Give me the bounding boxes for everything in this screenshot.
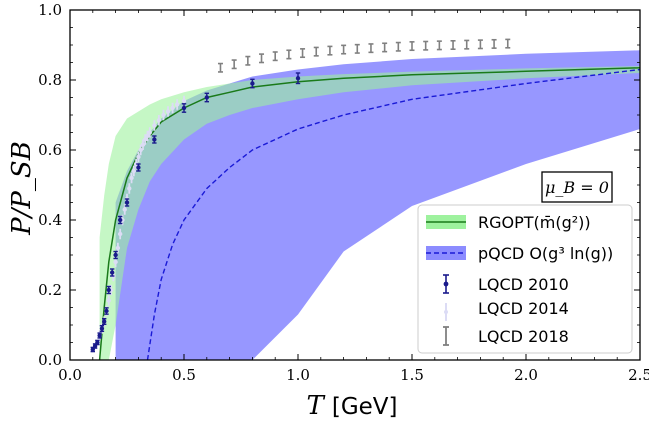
y-tick-label: 0.4: [38, 211, 62, 229]
lqcd2018-point: [423, 40, 429, 51]
lqcd2018-point: [368, 43, 374, 54]
lqcd2010-point: [106, 285, 111, 295]
lqcd2010-point: [124, 198, 130, 207]
lqcd2010-point: [97, 332, 102, 339]
lqcd2014-point: [136, 151, 141, 163]
lqcd2014-point: [145, 130, 150, 142]
uncertainty-bands: [99, 50, 640, 360]
y-axis-label: P/P_SB: [7, 141, 37, 236]
lqcd2010-point: [109, 268, 115, 277]
lqcd2014-point: [156, 115, 162, 126]
lqcd2010-point: [104, 307, 109, 315]
lqcd2014-point: [127, 183, 132, 194]
lqcd2018-point: [491, 38, 497, 49]
lqcd2018-point: [217, 62, 223, 73]
y-tick-label: 0.6: [38, 141, 62, 159]
pqcd-central-line: [146, 68, 640, 360]
lqcd2018-point: [505, 38, 511, 49]
x-tick-label: 0.0: [58, 366, 82, 384]
lqcd2018-point: [327, 45, 333, 56]
lqcd2018-point: [354, 43, 360, 54]
lqcd2010-point: [295, 72, 301, 85]
lqcd2010-point: [136, 163, 141, 172]
lqcd2014-point: [147, 127, 152, 138]
legend-marker-lqcd2014: [444, 303, 448, 321]
lqcd2010-point: [117, 215, 123, 225]
legend-label-rgopt: RGOPT(m̄(g²)): [478, 213, 591, 232]
lqcd2010-point: [181, 103, 187, 113]
annotation-box: [541, 171, 613, 203]
x-tick-label: 2.0: [514, 366, 538, 384]
x-tick-label: 2.5: [628, 366, 649, 384]
lqcd2014-point: [174, 99, 180, 110]
lqcd2018-point: [300, 48, 306, 59]
legend-marker-lqcd2018: [443, 326, 449, 346]
x-tick-label: 1.0: [286, 366, 310, 384]
lqcd2014-point: [140, 139, 146, 150]
lqcd2010-point: [102, 318, 107, 325]
lqcd2014-point: [106, 295, 111, 306]
lqcd2018-point: [436, 40, 442, 51]
x-tick-label: 1.5: [400, 366, 424, 384]
legend-marker-lqcd2010: [443, 274, 449, 294]
lqcd2018-point: [409, 41, 415, 52]
lqcd2014-point: [129, 172, 134, 184]
x-axis-label: T [GeV]: [307, 391, 398, 421]
legend-label-pqcd: pQCD O(g³ ln(g)): [478, 244, 613, 263]
lqcd2010-point: [152, 135, 157, 144]
lqcd2018-point: [464, 39, 470, 50]
lqcd2018-point: [450, 39, 456, 51]
legend-label-lqcd2014: LQCD 2014: [478, 299, 569, 318]
y-tick-label: 0.0: [38, 351, 62, 369]
lqcd2010-point: [95, 339, 100, 346]
x-axis-variable: T: [307, 391, 326, 421]
lqcd2018-point: [313, 46, 319, 57]
lqcd2014-point: [165, 106, 171, 117]
x-tick-label: 0.5: [172, 366, 196, 384]
lqcd2018-point: [286, 49, 292, 60]
lqcd2018-point: [477, 39, 483, 50]
legend-box: [417, 204, 633, 354]
lqcd2010-point: [250, 78, 255, 89]
y-tick-label: 1.0: [38, 1, 62, 19]
lqcd2014-point: [117, 228, 123, 240]
lqcd2014-point: [138, 144, 143, 156]
lqcd2014-point: [170, 102, 175, 114]
lqcd2010-point: [99, 325, 105, 332]
lqcd2010-point: [204, 92, 209, 103]
lqcd2018-point: [395, 41, 401, 52]
lqcd2014-point: [143, 134, 148, 145]
lqcd2014-point: [131, 165, 137, 177]
y-tick-label: 0.8: [38, 71, 62, 89]
x-axis-unit: [GeV]: [332, 394, 398, 420]
lqcd2018-point: [259, 53, 265, 64]
lqcd2014-point: [122, 204, 127, 215]
pqcd-uncertainty-band: [115, 50, 640, 360]
lqcd2014-point: [161, 109, 166, 121]
lqcd2018-point: [341, 44, 347, 55]
lqcd2010-point: [113, 250, 118, 260]
lqcd2018-point: [231, 59, 237, 70]
mu-b-annotation: μ_B = 0: [541, 171, 613, 203]
lqcd2014-point: [152, 120, 157, 131]
lqcd2014-point: [133, 158, 139, 170]
legend-label-lqcd2018: LQCD 2018: [478, 327, 569, 346]
lqcd2014-point: [115, 242, 121, 254]
lqcd2018-point: [382, 42, 388, 53]
lqcd2018-point: [245, 55, 251, 66]
lattice-data-points: [90, 38, 511, 353]
y-tick-label: 0.2: [38, 281, 62, 299]
legend-label-lqcd2010: LQCD 2010: [478, 275, 569, 294]
lqcd2018-point: [272, 51, 278, 62]
annotation-text: μ_B = 0: [545, 178, 609, 197]
axis-ticks: 0.0 0.5 1.0 1.5 2.0 2.5 0.0 0.2 0.4 0.6 0.8 1.0: [38, 1, 649, 384]
legend: RGOPT(m̄(g²)) pQCD O(g³ ln(g)) LQCD 2010…: [417, 204, 633, 354]
